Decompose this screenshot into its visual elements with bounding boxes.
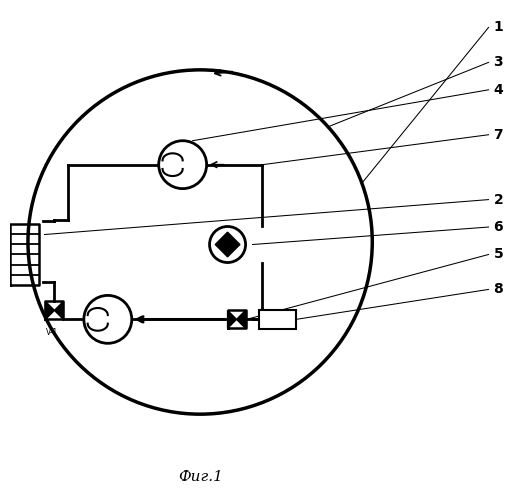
- Text: 8: 8: [493, 282, 503, 296]
- Polygon shape: [237, 310, 245, 328]
- Text: 4: 4: [493, 83, 503, 97]
- Polygon shape: [45, 301, 55, 319]
- Circle shape: [84, 295, 132, 343]
- Text: V-1: V-1: [46, 328, 59, 337]
- Polygon shape: [228, 310, 237, 328]
- Text: 7: 7: [493, 128, 503, 142]
- Text: Фиг.1: Фиг.1: [178, 470, 223, 484]
- Text: 2: 2: [493, 193, 503, 207]
- Text: 1: 1: [493, 20, 503, 34]
- Circle shape: [210, 227, 245, 262]
- Text: 5: 5: [493, 248, 503, 261]
- Bar: [259, 310, 296, 329]
- Text: 6: 6: [493, 220, 503, 234]
- Polygon shape: [55, 301, 63, 319]
- Circle shape: [159, 141, 206, 189]
- Text: 3: 3: [493, 55, 503, 69]
- Polygon shape: [215, 232, 240, 257]
